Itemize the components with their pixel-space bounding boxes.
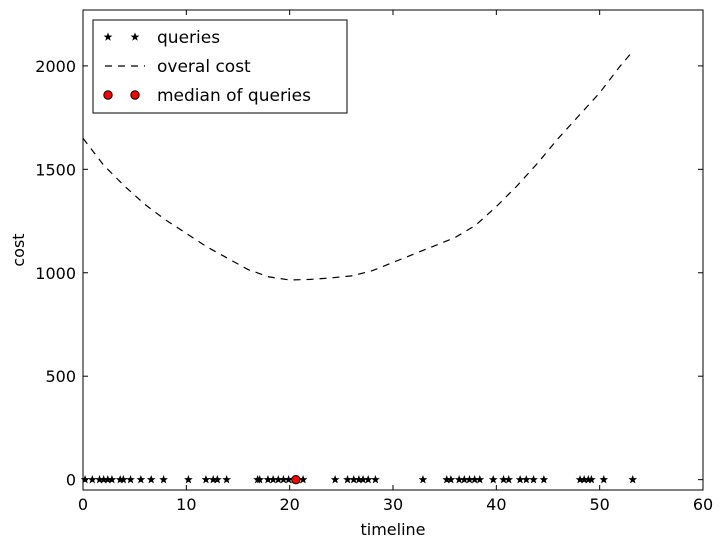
query-point [499,475,508,484]
y-tick-label: 1500 [35,160,76,179]
query-point [284,475,294,484]
query-point [354,475,364,484]
x-tick-label: 60 [693,495,713,514]
query-point [459,475,469,484]
query-point [475,475,485,484]
query-point [465,475,474,484]
query-point [529,475,538,484]
legend-star [130,32,140,41]
x-tick-label: 30 [383,495,403,514]
query-point [349,475,359,484]
legend-circle [130,90,140,100]
query-point [446,475,456,484]
query-point [126,475,135,484]
x-tick-label: 50 [589,495,609,514]
y-axis-label: cost [9,233,28,266]
query-point [371,475,380,484]
axes-ticks: 0 10 20 30 40 50 60 0 500 1000 1500 2000 [35,10,713,514]
query-point [103,475,113,484]
query-point [268,475,278,484]
query-point [488,475,498,484]
query-point [330,475,340,484]
query-point [298,475,308,484]
query-point [99,475,109,484]
query-point [95,475,104,484]
query-point [208,475,218,484]
legend-circle-marker [103,90,140,100]
x-tick-label: 40 [486,495,506,514]
overal-cost-line [82,51,634,281]
x-tick-label: 20 [279,495,299,514]
legend-star-marker [103,32,140,41]
query-point [118,475,128,484]
y-tick-label: 2000 [35,57,76,76]
legend: queries overal cost median of queries [92,19,348,114]
x-tick-label: 0 [78,495,88,514]
query-point [358,475,368,484]
query-point [107,475,117,484]
y-tick-label: 1000 [35,264,76,283]
marks-layer [80,474,638,485]
query-point [515,475,525,484]
x-tick-label: 10 [176,495,196,514]
query-point [279,475,288,484]
query-point [201,475,211,484]
y-tick-label: 500 [45,367,76,386]
query-point [136,475,146,484]
query-point [212,475,222,484]
query-point [579,475,589,484]
query-point [273,475,283,484]
query-point [255,475,265,484]
legend-label-median-of-queries: median of queries [157,86,311,106]
query-point [539,475,549,484]
query-point [454,475,464,484]
query-point [521,475,531,484]
legend-label-overal-cost: overal cost [157,57,251,77]
query-point [263,475,273,484]
legend-label-queries: queries [157,28,220,48]
legend-item-median: median of queries [103,86,311,106]
query-point [418,475,428,484]
query-point [222,475,232,484]
query-point [87,475,97,484]
legend-item-queries: queries [103,28,220,48]
query-point [363,475,373,484]
legend-item-overal-cost: overal cost [105,57,251,77]
legend-star [103,32,113,41]
x-axis-label: timeline [360,520,425,539]
y-tick-label: 0 [66,471,76,490]
legend-circle [103,90,113,100]
query-point [343,475,352,484]
query-point [442,475,452,484]
query-point [159,475,168,484]
query-point [575,475,585,484]
query-point [470,475,480,484]
query-point [146,475,156,484]
query-point [599,475,609,484]
query-point [504,475,514,484]
cost-line-layer [82,51,634,281]
median-point [291,474,301,485]
query-point [184,475,193,484]
query-point [628,475,638,484]
query-point [587,475,596,484]
